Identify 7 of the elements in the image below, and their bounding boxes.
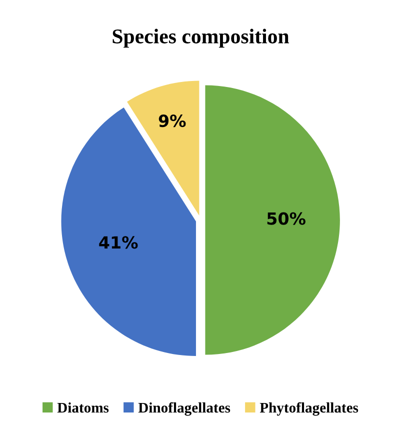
legend-label: Dinoflagellates (138, 402, 230, 416)
legend-label: Phytoflagellates (260, 402, 358, 416)
legend-label: Diatoms (57, 402, 109, 413)
data-label: 50% (267, 212, 306, 225)
data-label: 9% (158, 114, 186, 128)
chart-title: Species composition (112, 28, 290, 48)
data-label: 41% (99, 236, 138, 249)
